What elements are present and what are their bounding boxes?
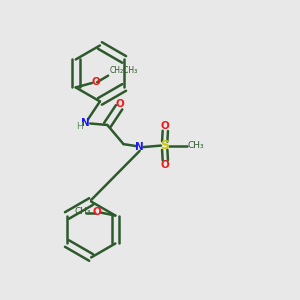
Text: N: N	[135, 142, 144, 152]
Text: O: O	[91, 77, 100, 87]
Text: O: O	[92, 207, 101, 217]
Text: O: O	[116, 99, 124, 109]
Text: N: N	[81, 118, 90, 128]
Text: S: S	[160, 139, 169, 152]
Text: H: H	[76, 122, 83, 131]
Text: CH₂CH₃: CH₂CH₃	[110, 66, 138, 75]
Text: CH₃: CH₃	[187, 141, 204, 150]
Text: O: O	[161, 160, 170, 170]
Text: CH₃: CH₃	[74, 208, 91, 217]
Text: O: O	[161, 122, 170, 131]
